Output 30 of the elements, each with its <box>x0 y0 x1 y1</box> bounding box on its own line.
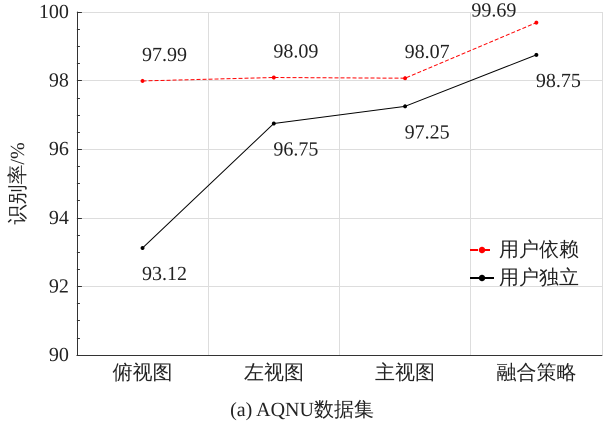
data-label: 97.25 <box>404 121 450 144</box>
legend-label: 用户依赖 <box>499 239 579 261</box>
data-label: 93.12 <box>142 262 188 285</box>
y-tick-label: 92 <box>48 275 69 298</box>
point <box>140 78 145 83</box>
point <box>272 121 276 126</box>
x-tick-label: 俯视图 <box>112 362 173 384</box>
y-tick-label: 98 <box>48 70 69 92</box>
legend-label: 用户独立 <box>499 267 579 289</box>
x-tick-label: 主视图 <box>375 361 436 384</box>
point <box>534 52 538 57</box>
y-tick-label: 90 <box>48 344 69 366</box>
x-tick-label: 左视图 <box>244 362 304 384</box>
point <box>272 76 276 80</box>
point <box>403 104 408 108</box>
point <box>403 76 408 80</box>
x-tick-label: 融合策略 <box>496 362 576 384</box>
point <box>140 246 145 250</box>
data-label: 98.07 <box>404 41 450 64</box>
point <box>534 20 538 25</box>
data-label: 98.09 <box>273 40 318 63</box>
data-label: 99.69 <box>471 0 516 22</box>
data-label: 96.75 <box>273 138 318 160</box>
y-tick-label: 94 <box>48 206 69 229</box>
y-axis-title: 识别率/% <box>7 142 29 225</box>
y-tick-label: 100 <box>38 1 69 23</box>
text: (a) AQNU数据集 <box>230 399 374 421</box>
data-label: 98.75 <box>536 70 581 92</box>
data-label: 97.99 <box>142 44 188 66</box>
y-tick-label: 96 <box>48 138 69 160</box>
